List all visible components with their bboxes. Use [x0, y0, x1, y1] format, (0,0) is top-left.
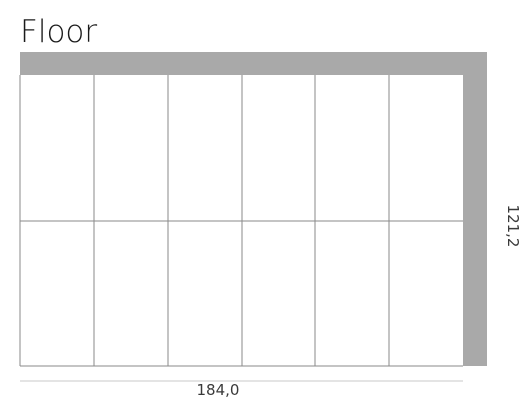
floor-title: Floor [20, 14, 97, 50]
floor-panel-grid [20, 75, 463, 366]
right-wall [463, 52, 487, 366]
width-dimension-label: 184,0 [197, 381, 240, 399]
height-dimension-label: 121,2 [504, 205, 522, 248]
top-wall [20, 52, 487, 75]
